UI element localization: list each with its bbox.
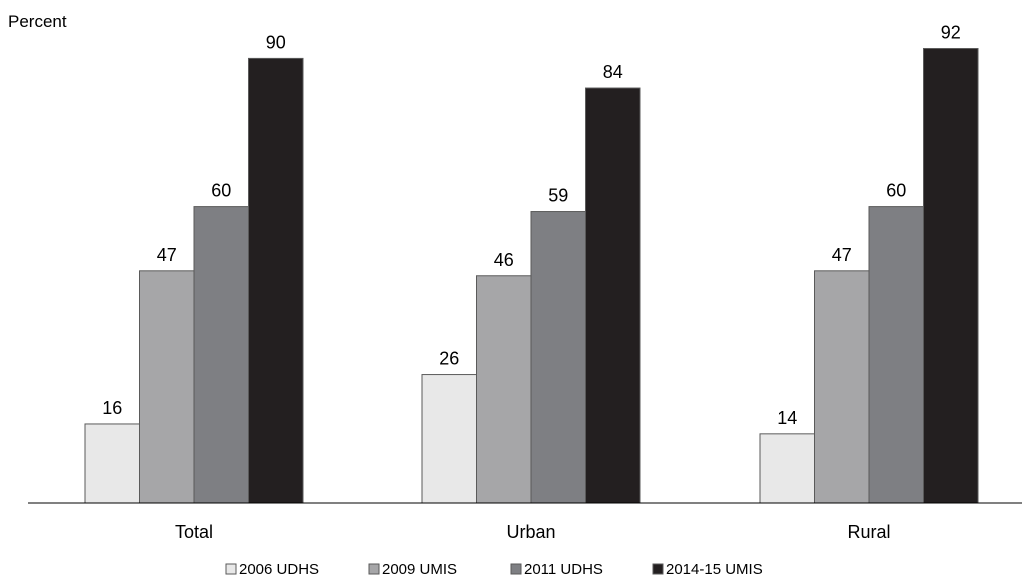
- value-label-rural-s0: 14: [777, 408, 797, 428]
- category-labels-group: Total Urban Rural: [175, 522, 891, 542]
- category-label-urban: Urban: [506, 522, 555, 542]
- value-label-total-s0: 16: [102, 398, 122, 418]
- legend-label-s2: 2011 UDHS: [524, 561, 603, 578]
- bar-rural-s0: [759, 433, 815, 504]
- bar-total-s1: [139, 270, 195, 504]
- legend-label-s0: 2006 UDHS: [239, 561, 319, 578]
- legend-swatch-s0: [225, 563, 237, 575]
- value-label-urban-s0: 26: [439, 349, 459, 369]
- data-labels-group: 16 47 60 90 26 46 59 84 14 47 60 92: [102, 23, 961, 428]
- category-label-rural: Rural: [847, 522, 890, 542]
- bar-urban-s2: [530, 211, 586, 504]
- value-label-urban-s2: 59: [548, 186, 568, 206]
- bar-total-s0: [84, 423, 140, 504]
- category-label-total: Total: [175, 522, 213, 542]
- value-label-rural-s3: 92: [941, 23, 961, 43]
- bars-group: [84, 48, 979, 504]
- legend: 2006 UDHS 2009 UMIS 2011 UDHS 2014-15 UMIS: [225, 561, 763, 578]
- bar-urban-s1: [476, 275, 532, 504]
- bar-rural-s3: [923, 48, 979, 504]
- bar-total-s2: [193, 206, 249, 504]
- legend-swatch-s2: [510, 563, 522, 575]
- legend-label-s3: 2014-15 UMIS: [666, 561, 763, 578]
- bar-urban-s0: [421, 374, 477, 504]
- value-label-total-s3: 90: [266, 32, 286, 52]
- value-label-urban-s1: 46: [494, 250, 514, 270]
- bar-rural-s1: [814, 270, 870, 504]
- bar-rural-s2: [868, 206, 924, 504]
- value-label-rural-s1: 47: [832, 245, 852, 265]
- legend-swatch-s3: [652, 563, 664, 575]
- value-label-rural-s2: 60: [886, 181, 906, 201]
- y-axis-label: Percent: [8, 12, 67, 31]
- legend-swatch-s1: [368, 563, 380, 575]
- value-label-total-s1: 47: [157, 245, 177, 265]
- bar-urban-s3: [585, 87, 641, 504]
- bar-total-s3: [248, 57, 304, 504]
- value-label-total-s2: 60: [211, 181, 231, 201]
- value-label-urban-s3: 84: [603, 62, 623, 82]
- legend-label-s1: 2009 UMIS: [382, 561, 457, 578]
